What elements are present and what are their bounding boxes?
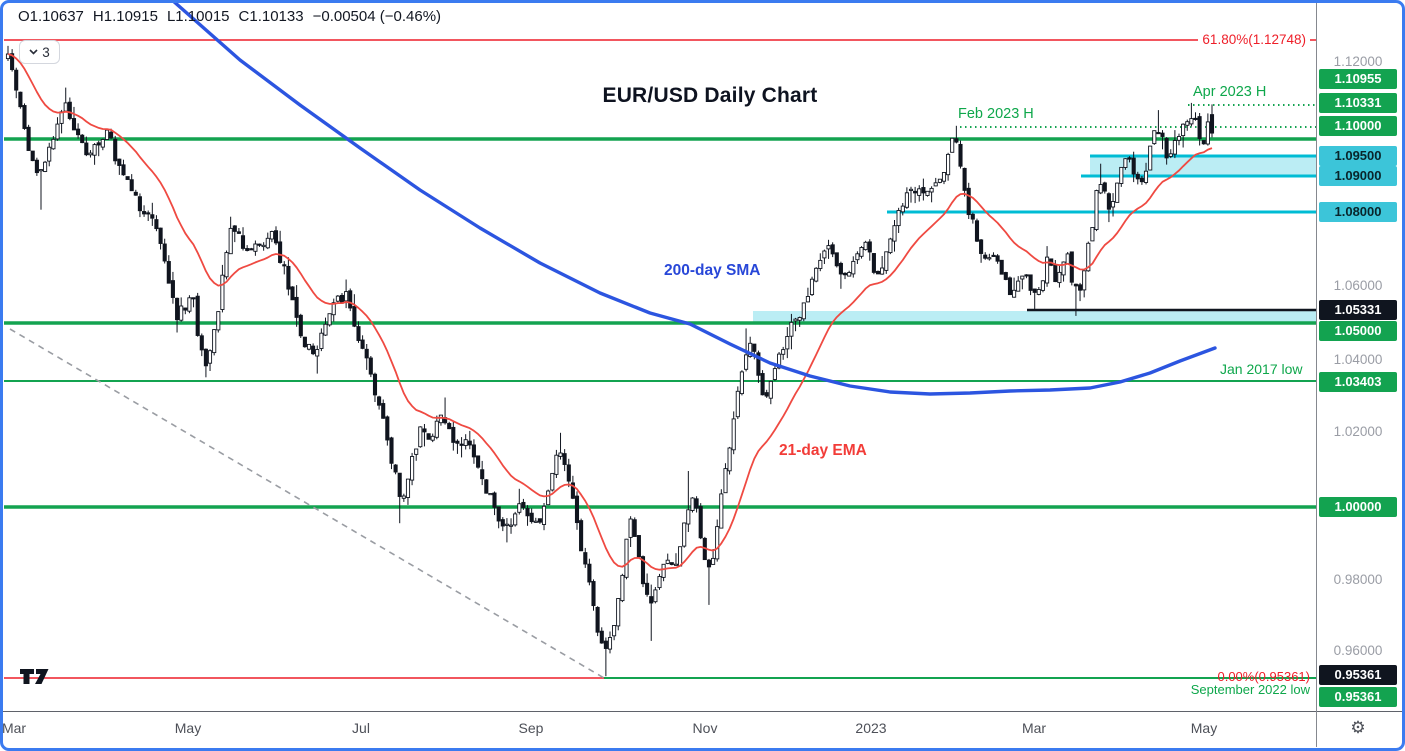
price-scale-label: 1.05331: [1319, 300, 1397, 320]
jan-2017-low-label[interactable]: Jan 2017 low: [1220, 361, 1303, 377]
price-scale[interactable]: 1.12000 1.10955 1.10331 1.10000 1.09500 1.090…: [1317, 0, 1400, 710]
ohlc-legend: O1.10637 H1.10915 L1.10015 C1.10133 −0.00504…: [18, 8, 450, 25]
candlesticks: [5, 45, 1215, 677]
downtrend-line: [9, 328, 605, 679]
price-scale-label: 1.08000: [1319, 202, 1397, 222]
legend-close: C1.10133: [238, 8, 304, 25]
feb-2023-high-label[interactable]: Feb 2023 H: [958, 106, 1034, 122]
time-axis-label: Mar: [1021, 720, 1047, 736]
price-scale-border: [1316, 0, 1317, 747]
time-axis-label: Nov: [692, 720, 718, 736]
drawings-count: 3: [42, 44, 50, 60]
fib-618-label[interactable]: 61.80%(1.12748): [1198, 32, 1310, 47]
time-axis-label: 2023: [855, 720, 887, 736]
tradingview-logo[interactable]: [20, 668, 50, 690]
sep-2022-low-label[interactable]: September 2022 low: [1190, 682, 1310, 697]
time-axis-label: Mar: [1, 720, 27, 736]
apr-2023-high-label[interactable]: Apr 2023 H: [1193, 84, 1267, 100]
time-axis-label: May: [1190, 720, 1218, 736]
gear-button[interactable]: ⚙: [1341, 713, 1375, 743]
legend-change: −0.00504 (−0.46%): [312, 8, 442, 25]
price-scale-label: 1.04000: [1333, 352, 1383, 367]
price-scale-label: 0.95361: [1319, 665, 1397, 685]
time-axis-label: Jul: [352, 720, 370, 736]
price-scale-label: 1.02000: [1333, 424, 1383, 439]
price-scale-label: 1.09500: [1319, 146, 1397, 166]
price-scale-label: 1.05000: [1319, 321, 1397, 341]
ema-line: [7, 53, 1213, 571]
time-axis-label: May: [174, 720, 202, 736]
price-chart-canvas[interactable]: [0, 0, 1316, 710]
price-scale-label: 1.10955: [1319, 69, 1397, 89]
chevron-down-icon: [29, 49, 38, 55]
drawings-dropdown[interactable]: 3: [19, 40, 60, 64]
price-scale-label: 1.06000: [1333, 278, 1383, 293]
legend-high: H1.10915: [92, 8, 158, 25]
gear-icon: ⚙: [1350, 718, 1366, 737]
time-axis-label: Sep: [518, 720, 544, 736]
price-scale-label: 1.12000: [1333, 54, 1383, 69]
price-scale-label: 0.96000: [1333, 643, 1383, 658]
chart-title: EUR/USD Daily Chart: [602, 84, 818, 107]
price-scale-label: 1.00000: [1319, 497, 1397, 517]
sma-line: [170, 0, 1217, 396]
price-scale-label: 0.98000: [1333, 572, 1383, 587]
price-scale-label: 1.03403: [1319, 372, 1397, 392]
price-scale-label: 0.95361: [1319, 687, 1397, 707]
sma-label[interactable]: 200-day SMA: [664, 262, 761, 279]
price-scale-label: 1.09000: [1319, 166, 1397, 186]
time-axis[interactable]: Mar May Jul Sep Nov 2023 Mar May: [0, 711, 1405, 751]
fib-0-label[interactable]: 0.00%(0.95361): [1217, 669, 1310, 684]
legend-low: L1.10015: [166, 8, 230, 25]
legend-open: O1.10637: [18, 8, 84, 25]
demand-1.05-1.0533: [753, 311, 1316, 322]
price-scale-label: 1.10000: [1319, 116, 1397, 136]
ema-label[interactable]: 21-day EMA: [779, 442, 867, 459]
tradingview-logo-icon: [20, 669, 49, 684]
price-scale-label: 1.10331: [1319, 93, 1397, 113]
